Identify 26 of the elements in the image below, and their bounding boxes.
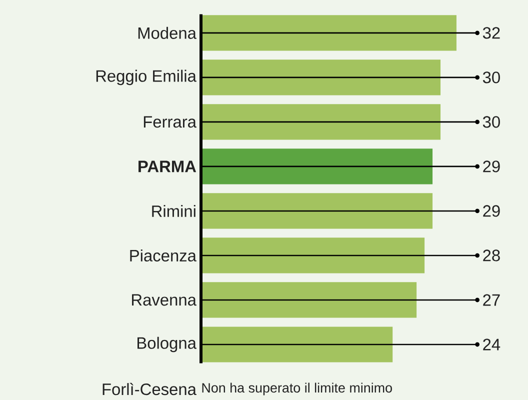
bar xyxy=(201,282,417,318)
data-label: 29 xyxy=(483,160,500,172)
data-label: 28 xyxy=(483,250,500,262)
bar xyxy=(201,326,393,362)
bar xyxy=(201,15,456,51)
y-tick-label: Forlì-Cesena xyxy=(102,382,196,396)
data-label: 29 xyxy=(483,205,500,217)
y-tick-label: Modena xyxy=(138,26,196,39)
data-label: 30 xyxy=(482,72,500,84)
data-label: 32 xyxy=(482,27,500,39)
y-tick-label: Ferrara xyxy=(144,116,196,128)
annotation: Non ha superato il limite minimo xyxy=(202,382,392,396)
y-tick-label: Reggio Emilia xyxy=(96,70,196,86)
y-tick-label: Ravenna xyxy=(132,294,196,306)
bar xyxy=(201,60,441,96)
y-tick-label: Rimini xyxy=(152,205,196,217)
data-label: 30 xyxy=(482,116,500,128)
y-tick-label: PARMA xyxy=(138,160,196,172)
bar xyxy=(201,148,433,184)
bar xyxy=(201,238,425,274)
bar xyxy=(201,104,441,140)
data-label: 24 xyxy=(483,338,500,350)
y-tick-label: Piacenza xyxy=(130,249,196,262)
data-label: 27 xyxy=(483,294,500,306)
bar xyxy=(201,193,433,229)
y-tick-label: Bologna xyxy=(138,336,196,352)
